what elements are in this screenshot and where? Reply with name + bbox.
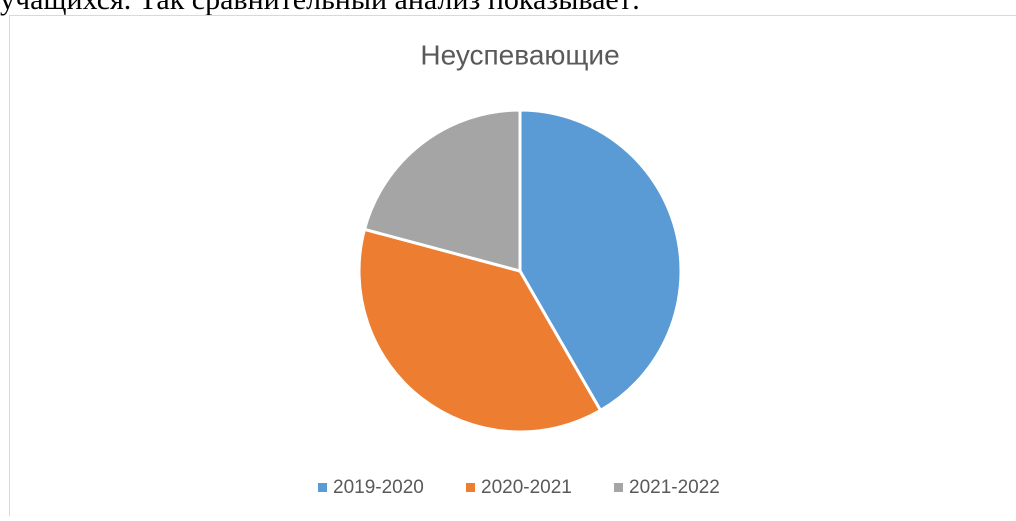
pie-slice <box>357 227 603 434</box>
pie-slice <box>518 108 683 413</box>
chart-title: Неуспевающие <box>420 39 619 70</box>
legend-swatch <box>614 483 623 492</box>
legend-label: 2021-2022 <box>629 477 720 498</box>
legend-swatch <box>318 483 327 492</box>
pie-slice <box>362 108 522 273</box>
legend-swatch <box>466 483 475 492</box>
legend-label: 2019-2020 <box>333 477 424 498</box>
document-text: учащихся. Так сравнительный анализ показ… <box>0 0 640 16</box>
legend-label: 2020-2021 <box>481 477 572 498</box>
